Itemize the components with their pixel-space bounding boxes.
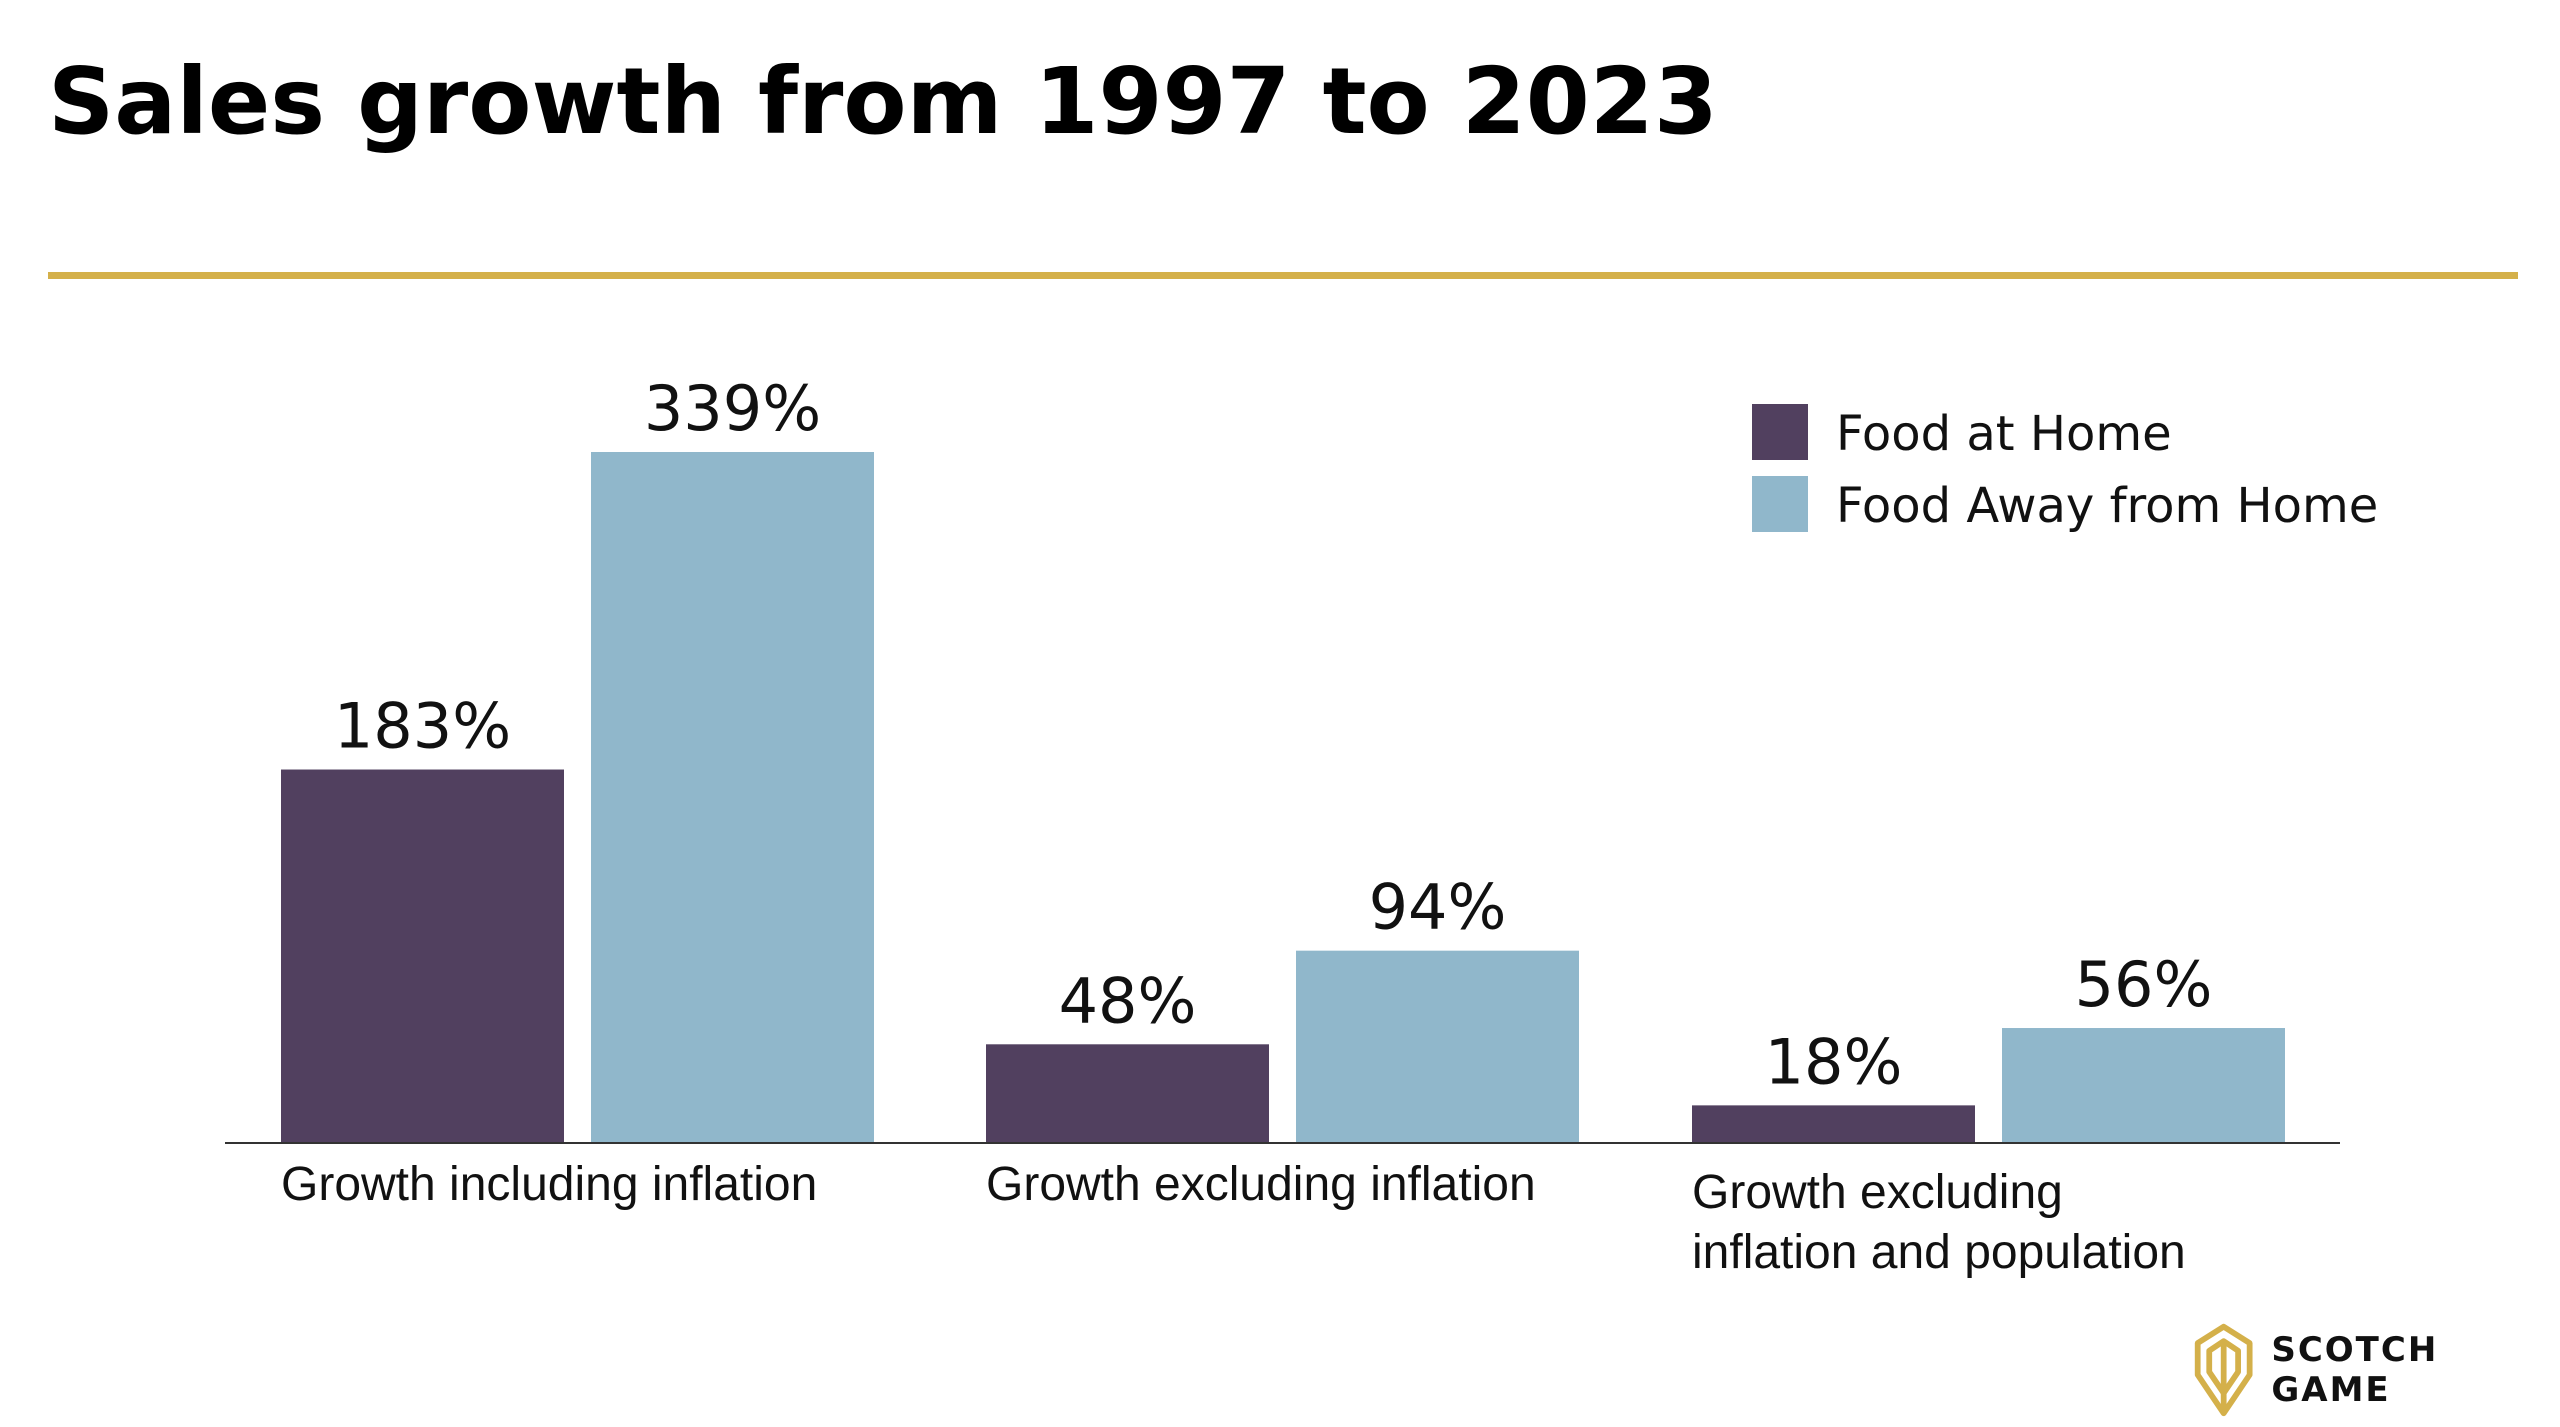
value-labels-group: 183% 339% 48% 94% 18% 56%	[334, 372, 2213, 1098]
legend-label: Food at Home	[1836, 406, 2172, 462]
bar-food-at-home-1	[281, 769, 564, 1142]
bar-food-away-from-home-2	[1296, 950, 1579, 1142]
value-label: 94%	[1369, 871, 1507, 944]
legend-label: Food Away from Home	[1836, 478, 2378, 534]
bar-food-away-from-home-3	[2002, 1028, 2285, 1142]
bar-food-at-home-3	[1692, 1105, 1975, 1142]
wheat-leaf-logo-icon	[2194, 1323, 2253, 1417]
value-label: 56%	[2075, 948, 2213, 1021]
category-labels-group: Growth including inflation Growth excludi…	[281, 1158, 2186, 1279]
value-label: 48%	[1059, 964, 1197, 1037]
bars-group	[281, 452, 2285, 1142]
chart-title: Sales growth from 1997 to 2023	[48, 48, 1718, 155]
title-divider	[48, 272, 2518, 279]
brand-name: SCOTCH GAME	[2271, 1330, 2439, 1410]
value-label: 339%	[644, 372, 821, 445]
legend-swatch	[1752, 476, 1808, 532]
brand-logo: SCOTCH GAME	[2190, 1320, 2560, 1420]
category-label: Growth excluding inflation	[986, 1158, 1536, 1211]
bar-food-away-from-home-1	[591, 452, 874, 1142]
value-label: 18%	[1765, 1025, 1903, 1098]
legend: Food at Home Food Away from Home	[1752, 404, 2378, 534]
bar-food-at-home-2	[986, 1044, 1269, 1142]
category-label: Growth including inflation	[281, 1158, 817, 1211]
legend-swatch	[1752, 404, 1808, 460]
category-label: Growth excluding inflation and population	[1692, 1166, 2186, 1279]
value-label: 183%	[334, 690, 511, 763]
